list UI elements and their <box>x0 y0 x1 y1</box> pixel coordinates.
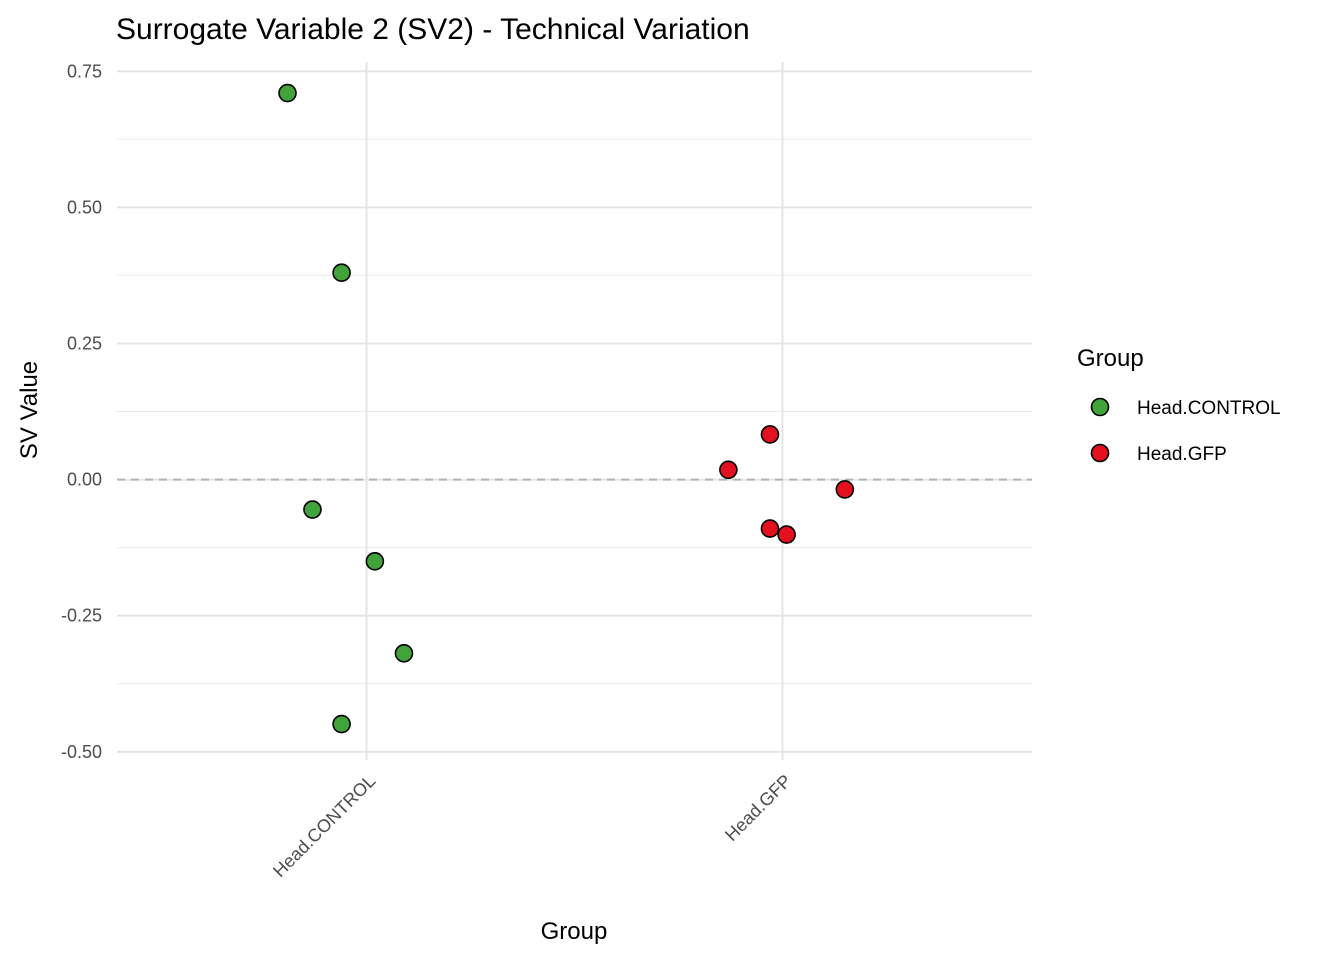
x-tick-label: Head.GFP <box>721 771 795 845</box>
data-point <box>760 425 780 444</box>
y-tick-label: 0.00 <box>67 470 102 490</box>
data-point <box>394 643 414 663</box>
legend-label: Head.GFP <box>1137 444 1227 465</box>
data-points <box>278 83 855 734</box>
data-point <box>332 263 351 283</box>
chart-title: Surrogate Variable 2 (SV2) - Technical V… <box>116 13 750 46</box>
data-point <box>365 551 385 571</box>
y-tick-label: 0.75 <box>67 61 102 81</box>
x-tick-label: Head.CONTROL <box>269 771 379 881</box>
data-point <box>278 83 297 103</box>
data-point <box>332 714 351 734</box>
y-tick-label: 0.25 <box>67 333 102 353</box>
data-point <box>760 519 780 538</box>
x-axis-ticks: Head.CONTROL Head.GFP <box>269 771 795 881</box>
legend-key <box>1090 443 1110 463</box>
y-tick-label: -0.50 <box>61 742 102 762</box>
data-point <box>835 480 855 499</box>
y-axis-ticks: -0.50 -0.25 0.00 0.25 0.50 0.75 <box>61 61 102 762</box>
legend-key <box>1090 397 1110 417</box>
legend: Group Head.CONTROL Head.GFP <box>1077 345 1281 465</box>
legend-label: Head.CONTROL <box>1137 398 1281 419</box>
y-tick-label: -0.25 <box>61 606 102 626</box>
y-axis-label: SV Value <box>16 361 43 459</box>
grid <box>117 62 1032 760</box>
legend-title: Group <box>1077 345 1144 372</box>
y-tick-label: 0.50 <box>67 197 102 217</box>
x-axis-label: Group <box>541 918 608 945</box>
data-point <box>303 500 322 519</box>
data-point <box>719 460 738 480</box>
data-point <box>777 525 796 544</box>
